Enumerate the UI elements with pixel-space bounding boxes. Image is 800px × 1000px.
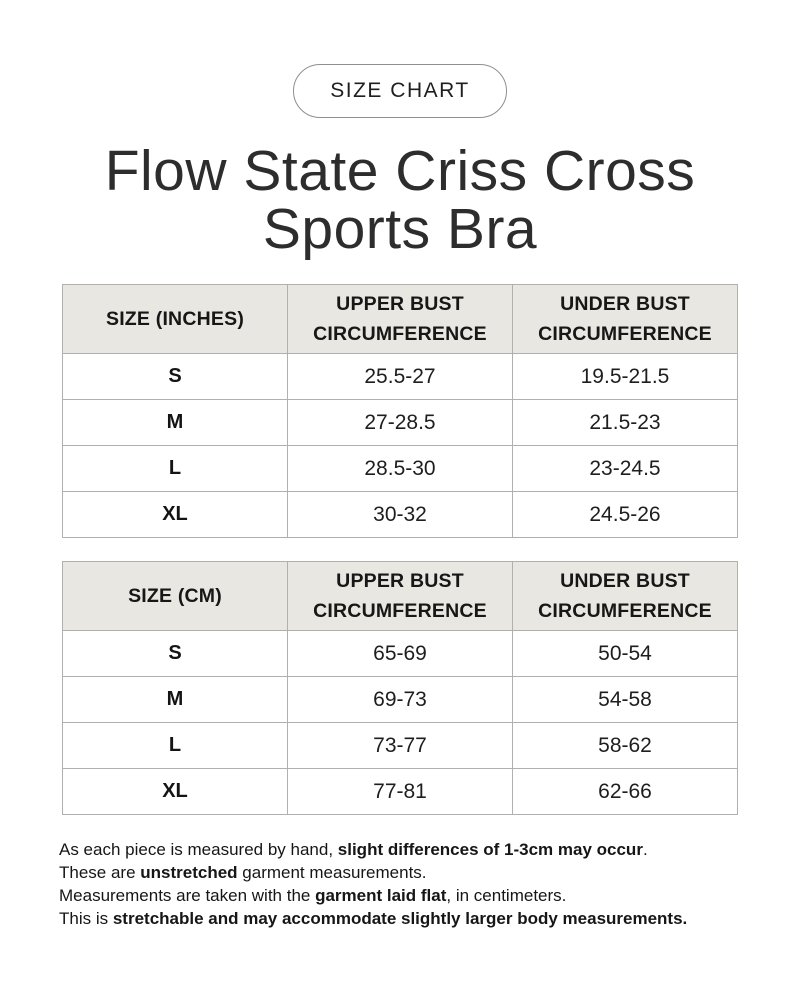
- note-text: These are: [59, 863, 141, 883]
- product-title-line-2: Sports Bra: [262, 197, 538, 262]
- measurement-notes: As each piece is measured by hand, sligh…: [59, 838, 741, 930]
- measurement-cell: 23-24.5: [512, 445, 738, 493]
- note-line: These are unstretched garment measuremen…: [59, 861, 741, 884]
- note-text: This is: [59, 909, 113, 929]
- measurement-cell: 50-54: [512, 630, 738, 678]
- badge-container: SIZE CHART: [0, 64, 800, 118]
- size-table-inches-body: S 25.5-27 19.5-21.5 M 27-28.5 21.5-23 L 28.5-30…: [62, 353, 738, 539]
- note-text: garment measurements.: [237, 863, 427, 883]
- product-title: Flow State Criss Cross Sports Bra: [0, 142, 800, 258]
- size-chart-badge: SIZE CHART: [293, 64, 507, 118]
- table-row: M 27-28.5 21.5-23: [62, 399, 738, 447]
- size-table-cm: SIZE (CM) UPPER BUST CIRCUMFERENCE UNDER…: [62, 561, 738, 816]
- table-row: XL 77-81 62-66: [62, 768, 738, 816]
- column-header-size-cm: SIZE (CM): [62, 561, 288, 632]
- column-header-under-bust: UNDER BUST CIRCUMFERENCE: [512, 284, 738, 355]
- measurement-cell: 73-77: [287, 722, 513, 770]
- table-row: L 73-77 58-62: [62, 722, 738, 770]
- note-line: Measurements are taken with the garment …: [59, 884, 741, 907]
- size-label-cell: XL: [62, 768, 288, 816]
- size-tables-container: SIZE (INCHES) UPPER BUST CIRCUMFERENCE U…: [62, 284, 738, 816]
- size-label-cell: L: [62, 445, 288, 493]
- note-text: .: [642, 840, 648, 860]
- table-row: L 28.5-30 23-24.5: [62, 445, 738, 493]
- measurement-cell: 24.5-26: [512, 491, 738, 539]
- size-table-inches-header: SIZE (INCHES) UPPER BUST CIRCUMFERENCE U…: [62, 284, 738, 355]
- product-title-line-1: Flow State Criss Cross: [104, 139, 696, 203]
- column-header-size-inches: SIZE (INCHES): [62, 284, 288, 355]
- measurement-cell: 28.5-30: [287, 445, 513, 493]
- size-table-cm-body: S 65-69 50-54 M 69-73 54-58 L 73-77 58-62 XL 77-81…: [62, 630, 738, 816]
- measurement-cell: 21.5-23: [512, 399, 738, 447]
- size-label-cell: M: [62, 399, 288, 447]
- size-label-cell: L: [62, 722, 288, 770]
- note-line: As each piece is measured by hand, sligh…: [59, 838, 741, 861]
- measurement-cell: 27-28.5: [287, 399, 513, 447]
- measurement-cell: 62-66: [512, 768, 738, 816]
- note-text: Measurements are taken with the: [59, 886, 316, 906]
- size-table-inches: SIZE (INCHES) UPPER BUST CIRCUMFERENCE U…: [62, 284, 738, 539]
- header-row: SIZE (INCHES) UPPER BUST CIRCUMFERENCE U…: [62, 284, 738, 355]
- measurement-cell: 69-73: [287, 676, 513, 724]
- size-label-cell: M: [62, 676, 288, 724]
- measurement-cell: 19.5-21.5: [512, 353, 738, 401]
- size-label-cell: S: [62, 353, 288, 401]
- header-row: SIZE (CM) UPPER BUST CIRCUMFERENCE UNDER…: [62, 561, 738, 632]
- note-bold-text: garment laid flat: [315, 886, 447, 906]
- table-row: S 65-69 50-54: [62, 630, 738, 678]
- column-header-under-bust: UNDER BUST CIRCUMFERENCE: [512, 561, 738, 632]
- column-header-upper-bust: UPPER BUST CIRCUMFERENCE: [287, 561, 513, 632]
- measurement-cell: 30-32: [287, 491, 513, 539]
- note-text: , in centimeters.: [446, 886, 567, 906]
- measurement-cell: 65-69: [287, 630, 513, 678]
- column-header-upper-bust: UPPER BUST CIRCUMFERENCE: [287, 284, 513, 355]
- size-label-cell: XL: [62, 491, 288, 539]
- measurement-cell: 77-81: [287, 768, 513, 816]
- note-line: This is stretchable and may accommodate …: [59, 907, 741, 930]
- note-bold-text: slight differences of 1-3cm may occur: [337, 840, 643, 860]
- note-text: As each piece is measured by hand,: [59, 840, 338, 860]
- note-bold-text: unstretched: [140, 863, 238, 883]
- measurement-cell: 25.5-27: [287, 353, 513, 401]
- table-row: S 25.5-27 19.5-21.5: [62, 353, 738, 401]
- measurement-cell: 58-62: [512, 722, 738, 770]
- size-label-cell: S: [62, 630, 288, 678]
- table-row: XL 30-32 24.5-26: [62, 491, 738, 539]
- size-table-cm-header: SIZE (CM) UPPER BUST CIRCUMFERENCE UNDER…: [62, 561, 738, 632]
- measurement-cell: 54-58: [512, 676, 738, 724]
- table-row: M 69-73 54-58: [62, 676, 738, 724]
- note-bold-text: stretchable and may accommodate slightly…: [112, 909, 688, 929]
